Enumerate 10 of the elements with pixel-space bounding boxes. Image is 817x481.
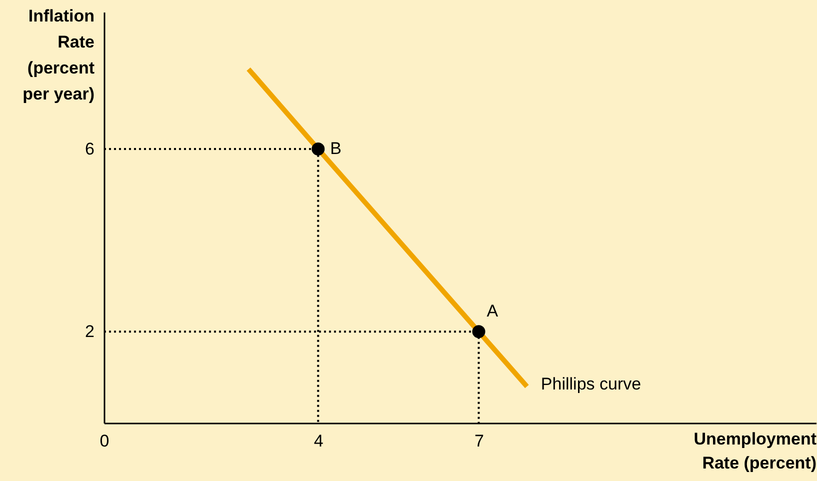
annotation: A xyxy=(486,302,499,321)
x-tick-label: 4 xyxy=(314,432,324,450)
x-tick-label: 7 xyxy=(474,432,484,450)
y-tick-label: 6 xyxy=(85,140,94,158)
y-tick-label: 2 xyxy=(85,322,94,342)
y-axis-title: Inflation Rate (percent per year) xyxy=(22,6,95,104)
annotation: B xyxy=(330,139,342,158)
x-axis-title: Unemployment Rate (percent) xyxy=(694,430,817,472)
series-label: Phillips curve xyxy=(540,374,642,394)
x-tick-label: 0 xyxy=(100,432,110,450)
